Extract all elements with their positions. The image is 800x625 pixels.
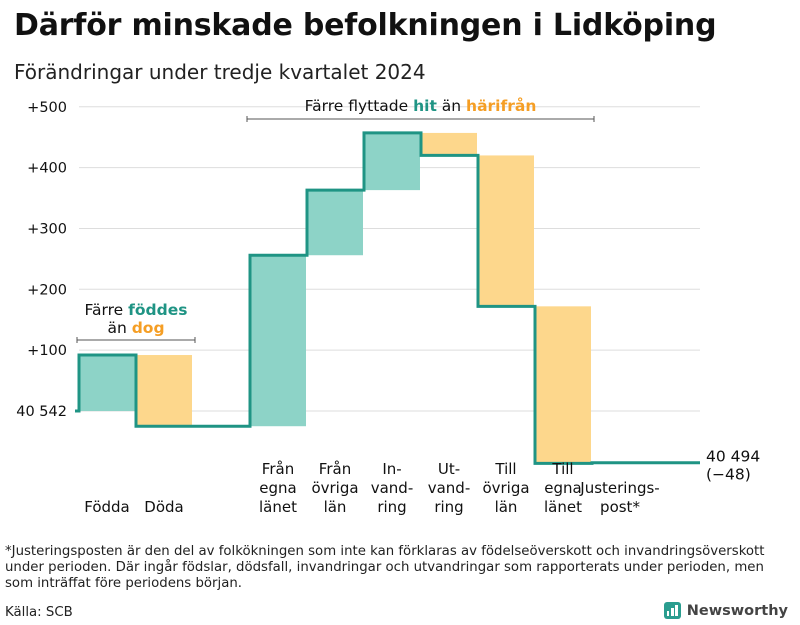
x-axis-labels: Födda DödaFrånegnalänetFrånövrigalänIn-va… xyxy=(84,460,659,516)
x-tick-label: ring xyxy=(377,498,406,516)
bar-tillegnalänet xyxy=(535,306,591,464)
y-tick-label: +200 xyxy=(27,282,67,298)
x-tick-label: In- xyxy=(382,460,401,478)
source-label: Källa: SCB xyxy=(5,605,73,620)
bar-utvandring xyxy=(421,132,477,156)
bracket-migration xyxy=(246,116,595,122)
annotation-migration: Färre flyttade hit än härifrån xyxy=(305,96,537,115)
x-tick-label: egna xyxy=(259,479,296,497)
bar-frånegnalänet xyxy=(250,255,306,427)
bar-döda xyxy=(136,355,192,427)
x-tick-label: Från xyxy=(262,460,294,478)
y-tick-label: +500 xyxy=(27,100,67,116)
bars xyxy=(79,132,591,464)
chart-title: Därför minskade befolkningen i Lidköping xyxy=(14,8,717,43)
end-change-label: (−48) xyxy=(706,466,751,484)
x-tick-label: egna xyxy=(544,479,581,497)
brand-name: Newsworthy xyxy=(686,602,788,619)
x-tick-label: Födda xyxy=(84,498,130,516)
bar-invandring xyxy=(364,132,420,191)
x-tick-label: Justerings- xyxy=(579,479,659,497)
y-tick-label: +300 xyxy=(27,221,67,237)
y-axis-labels: 40 542 +100 +200 +300 +400 +500 xyxy=(16,100,67,420)
x-tick-label: länet xyxy=(544,498,582,516)
bracket-births-deaths xyxy=(76,337,196,343)
x-tick-label: övriga xyxy=(311,479,358,497)
x-tick-label: Döda xyxy=(144,498,183,516)
brand-logo: Newsworthy xyxy=(663,602,788,619)
x-tick-label: post* xyxy=(600,498,640,516)
x-tick-label: övriga xyxy=(482,479,529,497)
x-tick-label: Till xyxy=(551,460,573,478)
bar-födda xyxy=(79,355,135,411)
x-tick-label: Från xyxy=(319,460,351,478)
x-tick-label: län xyxy=(495,498,518,516)
newsworthy-icon xyxy=(663,602,681,619)
y-tick-label: 40 542 xyxy=(16,404,67,420)
x-tick-label: länet xyxy=(259,498,297,516)
x-tick-label: ring xyxy=(434,498,463,516)
x-tick-label: Till xyxy=(494,460,516,478)
y-tick-label: +100 xyxy=(27,343,67,359)
running-total-line xyxy=(75,131,700,465)
end-label: 40 494(−48) xyxy=(706,448,760,484)
x-tick-label: vand- xyxy=(371,479,414,497)
waterfall-chart: 40 542 +100 +200 +300 +400 +500 Färre föddesä… xyxy=(16,96,760,516)
bar-frånövrigalän xyxy=(307,190,363,256)
chart-subtitle: Förändringar under tredje kvartalet 2024 xyxy=(14,60,426,84)
x-tick-label: vand- xyxy=(428,479,471,497)
y-tick-label: +400 xyxy=(27,161,67,177)
bar-tillövrigalän xyxy=(478,155,534,307)
x-tick-label: Ut- xyxy=(438,460,460,478)
waterfall-line xyxy=(75,131,700,465)
annotation-births-deaths: Färre föddes xyxy=(85,301,188,319)
footnote: *Justeringsposten är den del av folkökni… xyxy=(5,544,765,591)
end-value-label: 40 494 xyxy=(706,448,760,466)
x-tick-label: län xyxy=(324,498,347,516)
annotation-births-deaths: än dog xyxy=(107,319,164,337)
